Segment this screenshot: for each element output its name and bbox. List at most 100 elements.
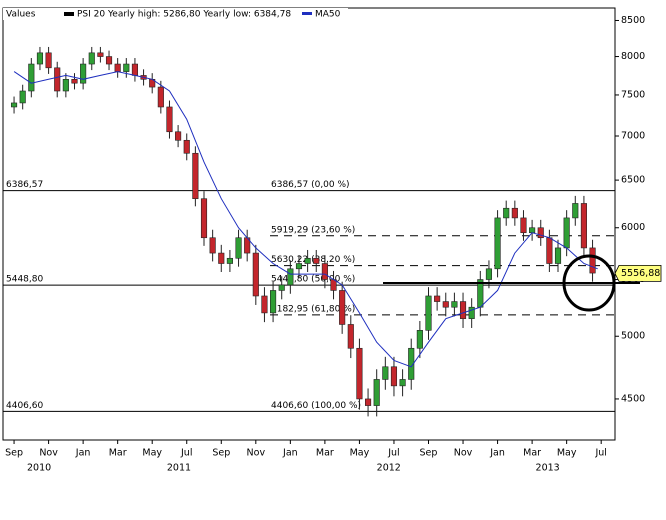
candle-body: [572, 203, 579, 219]
level-label: 5919,29 (23,60 %): [271, 225, 355, 235]
level-left-label: 4406,60: [6, 401, 43, 411]
x-tick-label: May: [142, 448, 162, 459]
candle-body: [19, 90, 26, 104]
candle-body: [45, 52, 52, 69]
x-tick-label: Jan: [75, 448, 91, 459]
candle-body: [459, 301, 467, 319]
plot-frame: [2, 7, 616, 441]
candle-body: [494, 217, 501, 270]
y-tick-label: 6500: [621, 175, 645, 186]
y-tick-label: 7000: [621, 131, 645, 142]
candle-body: [54, 67, 61, 92]
level-label: 5630,22 (38,20 %): [271, 255, 355, 265]
x-tick-label: Sep: [5, 448, 23, 459]
legend-label: Values: [6, 10, 36, 20]
candle-body: [503, 207, 510, 219]
y-tick-label: 8000: [621, 51, 645, 62]
candle-body: [261, 295, 268, 314]
x-tick-label: May: [350, 448, 370, 459]
y-tick-label: 8500: [621, 15, 645, 26]
x-tick-label: Sep: [420, 448, 438, 459]
candle-body: [97, 52, 104, 57]
candle-body: [399, 379, 406, 387]
candle-body: [200, 198, 208, 239]
level-label: 6386,57 (0,00 %): [271, 180, 350, 190]
candle-body: [364, 398, 372, 406]
candle-body: [209, 237, 216, 254]
x-tick-label: Jul: [180, 448, 192, 459]
x-tick-label: Mar: [523, 448, 541, 459]
x-tick-label: Mar: [316, 448, 334, 459]
x-tick-label: Jul: [594, 448, 606, 459]
candle-body: [442, 301, 449, 308]
legend-series: PSI 20: [77, 10, 105, 20]
level-left-label: 6386,57: [6, 180, 43, 190]
candle-body: [36, 52, 44, 65]
candle-body: [10, 102, 18, 108]
candle-body: [252, 252, 259, 297]
x-tick-label: Nov: [39, 448, 58, 459]
x-tick-label: Jul: [387, 448, 399, 459]
candle-body: [71, 78, 78, 84]
candle-body: [356, 347, 363, 400]
candle-body: [390, 366, 398, 387]
level-label: 5448,80 (50,00 %): [271, 275, 355, 285]
x-tick-label: Sep: [212, 448, 230, 459]
candle-body: [554, 247, 562, 264]
year-label: 2012: [377, 463, 401, 474]
candle-body: [563, 217, 570, 249]
y-tick-label: 7500: [621, 89, 645, 100]
candle-body: [416, 330, 423, 349]
level-label: 4406,60 (100,00 %): [271, 401, 361, 411]
candle-body: [580, 203, 587, 249]
candle-body: [589, 247, 596, 274]
candle-body: [373, 379, 380, 406]
x-tick-label: Mar: [109, 448, 127, 459]
candle-body: [62, 78, 69, 92]
candle-body: [28, 63, 35, 92]
level-left-label: 5448,80: [6, 275, 43, 285]
legend-ma: MA50: [315, 10, 341, 20]
candle-body: [88, 52, 95, 65]
candle-body: [546, 237, 553, 264]
candle-body: [520, 217, 527, 234]
candle-body: [218, 252, 225, 264]
candle-body: [529, 227, 536, 234]
candle-body: [434, 295, 441, 302]
legend-swatch: [302, 12, 312, 15]
candle-body: [485, 268, 493, 280]
candle-body: [270, 290, 277, 314]
price-box: [614, 265, 662, 282]
y-tick-label: 6000: [621, 222, 645, 233]
candle-body: [425, 295, 432, 331]
candle-body: [166, 106, 173, 133]
candle-body: [468, 306, 475, 319]
year-label: 2013: [536, 463, 560, 474]
highlight-circle: [562, 254, 616, 312]
candle-body: [226, 257, 233, 264]
x-tick-label: May: [557, 448, 577, 459]
legend-swatch: [64, 12, 74, 16]
candle-body: [183, 139, 190, 154]
x-tick-label: Jan: [489, 448, 505, 459]
candle-body: [451, 301, 458, 308]
legend-stats: Yearly high: 5286,80 Yearly low: 6384,78: [107, 10, 291, 20]
price-label: 5556,88: [621, 268, 660, 279]
candle-body: [175, 131, 182, 141]
candle-body: [157, 86, 164, 108]
year-label: 2010: [27, 463, 51, 474]
x-tick-label: Nov: [247, 448, 266, 459]
candle-body: [192, 152, 199, 200]
candle-body: [278, 284, 285, 291]
candle-body: [287, 268, 294, 286]
y-tick-label: 4500: [621, 393, 645, 404]
candle-body: [295, 263, 303, 270]
candle-body: [114, 63, 121, 72]
candle-body: [313, 257, 320, 264]
x-tick-label: Jan: [282, 448, 298, 459]
candle-body: [80, 63, 87, 84]
ma-line: [13, 71, 598, 368]
candle-body: [105, 56, 113, 65]
candle-body: [408, 347, 415, 380]
candle-body: [131, 63, 138, 76]
